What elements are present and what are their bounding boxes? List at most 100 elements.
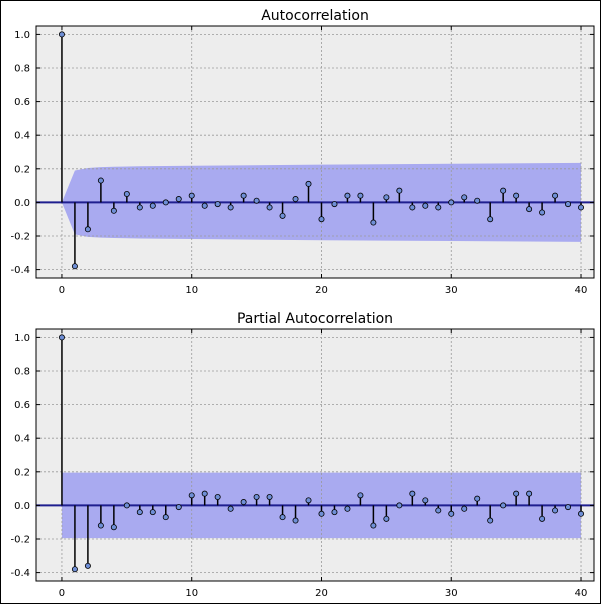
stem-marker [422, 202, 429, 209]
stem-marker [110, 524, 117, 531]
stem-marker [409, 204, 416, 211]
stem-marker [422, 497, 429, 504]
chart-title: Autocorrelation [261, 8, 369, 24]
stem-marker [552, 192, 559, 199]
stem-marker [383, 515, 390, 522]
stem-marker [292, 196, 299, 203]
stem-marker [448, 199, 455, 206]
stem-marker [487, 216, 494, 223]
stem-marker [474, 495, 481, 502]
stem-marker [526, 206, 533, 213]
stem-marker [201, 490, 208, 497]
stem-marker [435, 507, 442, 514]
x-tick-label: 30 [445, 285, 458, 296]
axes-frame [35, 25, 595, 279]
stem-marker [331, 509, 338, 516]
y-tick-label: 0.2 [14, 164, 30, 175]
stem-marker [136, 204, 143, 211]
stem-marker [240, 192, 247, 199]
stem-marker [58, 31, 65, 38]
stem-marker [266, 493, 273, 500]
y-tick-label: -0.4 [10, 568, 30, 579]
stem-marker [266, 204, 273, 211]
y-tick-label: -0.2 [10, 535, 30, 546]
stem-marker [227, 204, 234, 211]
x-tick-label: 10 [185, 588, 198, 599]
stem-marker [500, 502, 507, 509]
stem-marker [136, 509, 143, 516]
stem-marker [214, 201, 221, 208]
stem-marker [513, 192, 520, 199]
stem-marker [409, 490, 416, 497]
stem-marker [448, 510, 455, 517]
y-tick-label: 0.8 [14, 367, 30, 378]
stem-marker [487, 517, 494, 524]
stem-marker [305, 180, 312, 187]
stem-marker [318, 510, 325, 517]
acf-chart: Autocorrelation -0.4 -0.2 0.0 0.2 0.4 0.6 0.8 1.… [10, 8, 595, 296]
y-tick-label: 0.0 [14, 501, 30, 512]
axes-frame [35, 328, 595, 582]
stem-marker [149, 202, 156, 209]
y-tick-label: -0.4 [10, 265, 30, 276]
stem-marker [292, 517, 299, 524]
stem-marker [227, 505, 234, 512]
stem-marker [253, 197, 260, 204]
stem-marker [513, 490, 520, 497]
stem-marker [97, 522, 104, 529]
stem-marker [84, 562, 91, 569]
stem-marker [123, 190, 130, 197]
y-tick-label: 0.4 [14, 131, 30, 142]
y-tick-label: -0.2 [10, 232, 30, 243]
stem-marker [188, 192, 195, 199]
stem-marker [240, 499, 247, 506]
x-tick-label: 40 [575, 588, 588, 599]
stem-marker [175, 504, 182, 511]
stem-marker [110, 207, 117, 214]
stem-marker [71, 263, 78, 270]
stem-marker [58, 334, 65, 341]
stem-marker [123, 502, 130, 509]
stem-marker [71, 566, 78, 573]
y-tick-label: 0.6 [14, 400, 30, 411]
stem-marker [305, 497, 312, 504]
x-tick-label: 40 [575, 285, 588, 296]
chart-title: Partial Autocorrelation [237, 311, 393, 327]
y-tick-label: 1.0 [14, 30, 30, 41]
stem-marker [357, 192, 364, 199]
stem-marker [149, 509, 156, 516]
stem-marker [188, 492, 195, 499]
stem-marker [539, 515, 546, 522]
stem-marker [565, 504, 572, 511]
stem-marker [162, 514, 169, 521]
stem-marker [370, 522, 377, 529]
x-tick-label: 30 [445, 588, 458, 599]
stem-marker [357, 492, 364, 499]
stem-marker [565, 201, 572, 208]
stem-marker [461, 194, 468, 201]
stem-marker [175, 196, 182, 203]
y-tick-label: 0.2 [14, 467, 30, 478]
stem-marker [279, 212, 286, 219]
stem-marker [578, 204, 585, 211]
stem-marker [201, 202, 208, 209]
y-tick-label: 0.8 [14, 64, 30, 75]
stem-marker [344, 505, 351, 512]
stem-marker [253, 493, 260, 500]
pacf-chart: Partial Autocorrelation -0.4 -0.2 0.0 0.2 0.4… [10, 311, 595, 599]
y-tick-label: 0.6 [14, 97, 30, 108]
stem-marker [383, 194, 390, 201]
x-tick-label: 0 [59, 285, 65, 296]
stem-marker [461, 505, 468, 512]
stem-marker [84, 226, 91, 233]
x-tick-label: 20 [315, 285, 328, 296]
x-tick-label: 10 [185, 285, 198, 296]
x-tick-label: 20 [315, 588, 328, 599]
stem-marker [370, 219, 377, 226]
stem-marker [97, 177, 104, 184]
stem-marker [539, 209, 546, 216]
y-tick-label: 1.0 [14, 333, 30, 344]
stem-marker [396, 187, 403, 194]
stem-marker [344, 192, 351, 199]
